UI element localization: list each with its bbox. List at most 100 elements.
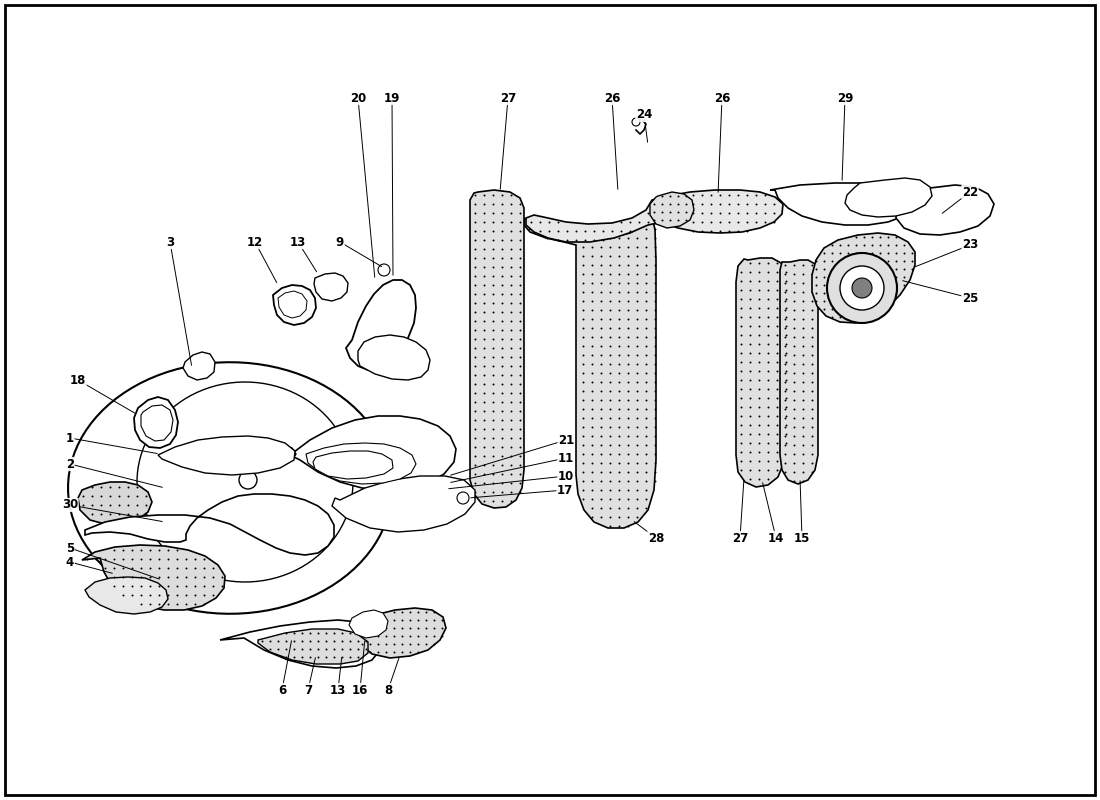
Point xyxy=(601,258,618,271)
Point xyxy=(740,301,758,314)
Text: 3: 3 xyxy=(166,235,174,249)
Point xyxy=(574,402,592,415)
Point xyxy=(637,474,654,487)
Point xyxy=(301,642,319,655)
Point xyxy=(204,579,221,592)
Point xyxy=(609,465,627,478)
Point xyxy=(794,258,812,271)
Text: 19: 19 xyxy=(384,91,400,105)
Point xyxy=(646,420,663,433)
Point xyxy=(747,188,764,201)
Point xyxy=(475,305,493,318)
Point xyxy=(750,274,768,287)
Polygon shape xyxy=(68,362,392,614)
Point xyxy=(832,270,849,283)
Point xyxy=(639,215,657,228)
Point xyxy=(123,570,141,583)
Point xyxy=(628,474,646,487)
Point xyxy=(132,570,150,583)
Point xyxy=(409,646,427,658)
Point xyxy=(484,368,502,381)
Point xyxy=(776,267,793,280)
Point xyxy=(738,224,756,237)
Point xyxy=(592,384,609,397)
Point xyxy=(158,588,176,601)
Point xyxy=(502,287,519,300)
Point xyxy=(646,330,663,343)
Point xyxy=(385,606,403,618)
Point xyxy=(592,339,609,352)
Point xyxy=(583,240,601,253)
Point xyxy=(433,622,451,634)
Point xyxy=(711,188,728,201)
Point xyxy=(583,447,601,460)
Point xyxy=(618,276,636,289)
Point xyxy=(475,332,493,345)
Point xyxy=(601,375,618,388)
Point xyxy=(409,630,427,642)
Point xyxy=(609,366,627,379)
Point xyxy=(750,427,768,440)
Point xyxy=(326,626,343,639)
Point xyxy=(750,418,768,431)
Point xyxy=(794,339,812,352)
Point xyxy=(719,224,737,237)
Point xyxy=(465,413,483,426)
Point xyxy=(807,254,825,267)
Point xyxy=(601,348,618,361)
Point xyxy=(784,411,802,424)
Point xyxy=(475,269,493,282)
Point xyxy=(776,339,793,352)
Point xyxy=(803,276,821,289)
Point xyxy=(309,642,327,655)
Point xyxy=(711,206,728,219)
Point xyxy=(493,242,510,255)
Point xyxy=(684,188,702,201)
Point xyxy=(592,294,609,307)
Point xyxy=(123,588,141,601)
Point xyxy=(385,638,403,650)
Point xyxy=(764,215,782,228)
Point xyxy=(583,321,601,334)
Polygon shape xyxy=(165,442,296,467)
Point xyxy=(646,294,663,307)
Point xyxy=(776,456,793,469)
Point xyxy=(104,570,122,583)
Point xyxy=(377,614,395,626)
Point xyxy=(777,409,794,422)
Point xyxy=(510,287,528,300)
Point xyxy=(493,350,510,363)
Point xyxy=(475,323,493,336)
Point xyxy=(684,197,702,210)
Point xyxy=(549,233,566,246)
Point xyxy=(294,634,311,647)
Point xyxy=(646,366,663,379)
Point xyxy=(583,474,601,487)
Point xyxy=(759,337,777,350)
Polygon shape xyxy=(278,291,307,318)
Polygon shape xyxy=(526,190,783,242)
Point xyxy=(465,269,483,282)
Point xyxy=(104,552,122,565)
Point xyxy=(601,330,618,343)
Point xyxy=(628,429,646,442)
Point xyxy=(628,465,646,478)
Point xyxy=(693,197,711,210)
Text: 21: 21 xyxy=(558,434,574,446)
Point xyxy=(620,224,638,237)
Point xyxy=(815,262,833,275)
Point xyxy=(601,519,618,532)
Point xyxy=(628,249,646,262)
Point xyxy=(484,404,502,417)
Point xyxy=(719,215,737,228)
Point xyxy=(823,270,840,283)
Point xyxy=(417,622,434,634)
Point xyxy=(728,215,746,228)
Point xyxy=(847,246,865,259)
Point xyxy=(82,507,100,520)
Point xyxy=(628,231,646,244)
Point xyxy=(493,287,510,300)
Point xyxy=(583,312,601,325)
Point xyxy=(601,366,618,379)
Point xyxy=(502,278,519,291)
